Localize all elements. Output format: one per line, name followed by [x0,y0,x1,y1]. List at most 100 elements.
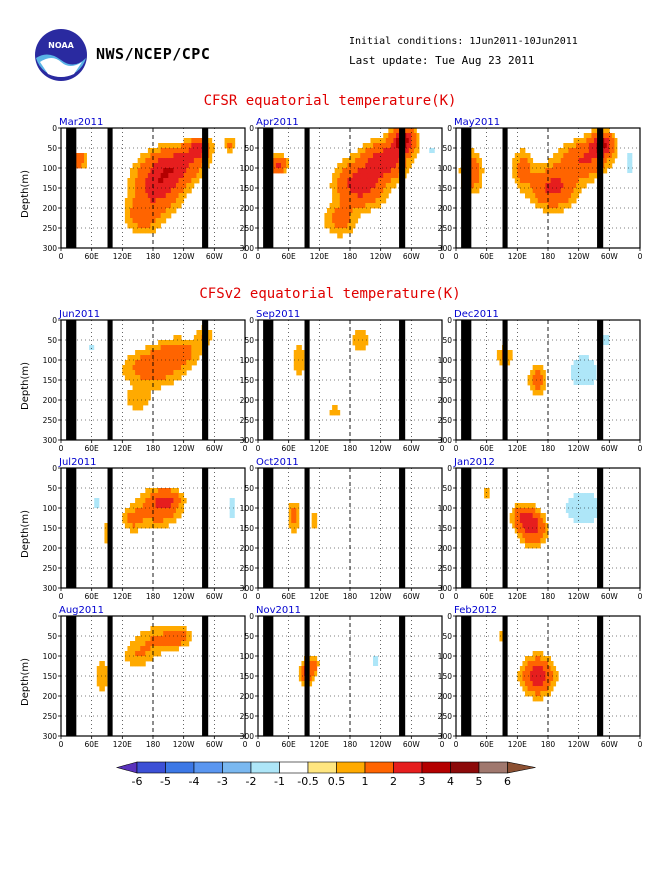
field-cell [135,498,139,504]
field-cell [624,548,628,554]
field-cell [586,390,590,396]
colorbar-swatch [222,761,252,774]
field-cell [591,158,595,164]
field-cell [355,345,359,351]
field-cell [609,158,613,164]
field-cell [327,218,330,224]
field-cell [367,178,371,184]
field-cell [135,163,139,169]
field-cell [163,503,167,509]
y-tick-label: 200 [43,396,58,405]
field-cell [165,158,169,164]
field-cell [160,148,164,154]
field-cell [396,173,399,179]
y-tick-label: 250 [43,224,58,233]
field-cell [512,523,516,529]
field-cell [512,168,516,174]
field-cell [388,138,392,144]
field-cell [309,656,313,662]
field-cell [573,641,577,647]
field-cell [388,183,392,189]
field-cell [553,163,557,169]
field-cell [158,513,162,519]
field-cell [555,676,559,682]
field-cell [334,410,338,416]
field-cell [388,158,392,164]
field-cell [431,143,435,149]
field-cell [130,188,133,194]
field-cell [360,208,364,214]
field-cell [163,153,167,159]
field-cell [411,355,415,361]
field-cell [199,345,202,351]
field-cell [383,178,387,184]
field-cell [535,681,539,687]
field-cell [545,528,549,534]
field-cell [165,636,169,642]
field-cell [522,661,526,667]
field-cell [535,508,539,514]
field-cell [170,646,174,652]
field-cell [127,518,131,524]
field-cell [153,193,156,199]
field-cell [583,528,587,534]
field-cell [232,498,236,504]
field-cell [160,183,164,189]
field-cell [375,168,379,174]
field-cell [588,133,592,139]
field-cell [150,355,154,361]
field-cell [309,681,313,687]
field-cell [563,518,567,524]
field-cell [165,148,169,154]
field-cell [365,158,369,164]
field-cell [530,178,534,184]
field-cell [153,168,156,174]
field-cell [558,163,562,169]
field-cell [573,163,577,169]
field-cell [408,138,412,144]
field-cell [530,375,534,381]
field-cell [163,646,167,652]
field-cell [140,370,144,376]
field-cell [339,223,343,229]
field-cell [408,350,412,356]
field-cell [594,340,597,346]
field-cell [173,631,177,637]
field-cell [576,168,580,174]
field-cell [196,138,200,144]
field-cell [627,168,631,174]
field-cell [147,375,151,381]
field-cell [140,498,144,504]
field-cell [576,158,580,164]
field-cell [142,360,146,366]
field-cell [140,365,144,371]
field-cell [380,661,384,667]
field-cell [140,350,144,356]
field-cell [170,203,174,209]
field-cell [301,365,305,371]
field-cell [624,390,628,396]
field-cell [291,513,295,519]
field-cell [367,173,371,179]
field-cell [565,183,569,189]
field-cell [576,193,580,199]
field-cell [367,193,371,199]
field-cell [537,173,541,179]
field-cell [622,395,626,401]
field-cell [588,390,592,396]
field-cell [370,193,374,199]
field-cell [188,355,192,361]
y-tick-label: 50 [442,336,452,345]
field-cell [568,631,572,637]
field-cell [135,208,139,214]
field-cell [145,355,149,361]
field-cell [573,198,577,204]
x-tick-label: 180 [541,592,556,601]
field-cell [537,528,541,534]
field-cell [373,198,376,204]
field-cell [311,523,315,529]
field-cell [383,188,387,194]
field-cell [165,213,169,219]
field-cell [122,513,126,519]
field-cell [132,651,136,657]
